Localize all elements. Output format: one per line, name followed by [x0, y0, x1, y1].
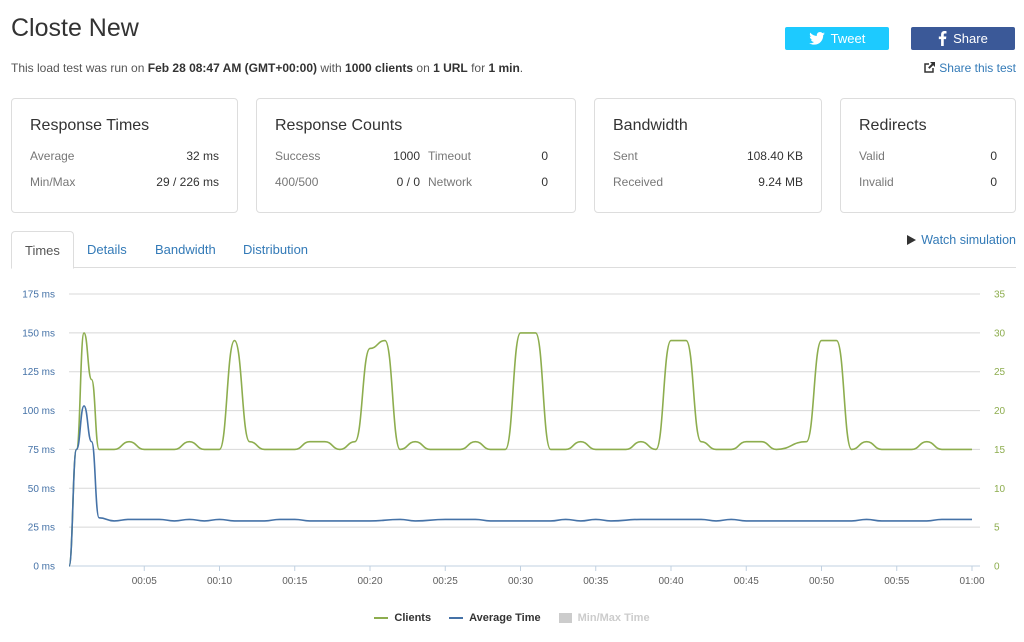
response-times-card: Response Times Average 32 ms Min/Max 29 …: [11, 98, 238, 213]
redirects-title: Redirects: [859, 117, 927, 134]
legend-average-label: Average Time: [469, 612, 541, 624]
x-tick-label: 00:35: [583, 576, 608, 587]
x-tick-label: 00:15: [282, 576, 307, 587]
average-time-series-line: [68, 405, 972, 567]
average-value: 32 ms: [186, 149, 219, 163]
y-right-tick-label: 10: [994, 484, 1006, 495]
page-title: Closte New: [11, 14, 139, 42]
chart-legend: Clients Average Time Min/Max Time: [0, 612, 1024, 624]
tab-bandwidth[interactable]: Bandwidth: [155, 242, 216, 257]
average-label: Average: [30, 149, 75, 163]
received-label: Received: [613, 175, 664, 189]
y-left-tick-label: 100 ms: [22, 406, 55, 417]
x-tick-label: 00:50: [809, 576, 834, 587]
sent-value: 108.40 KB: [746, 149, 803, 163]
bandwidth-title: Bandwidth: [613, 117, 688, 134]
tweet-button[interactable]: Tweet: [785, 27, 889, 50]
tab-distribution[interactable]: Distribution: [243, 242, 309, 257]
invalid-label: Invalid: [859, 175, 894, 189]
bandwidth-card: Bandwidth Sent 108.40 KB Received 9.24 M…: [594, 98, 822, 213]
facebook-icon: [938, 31, 947, 46]
x-tick-label: 00:45: [734, 576, 759, 587]
timeout-label: Timeout: [428, 149, 471, 163]
summary-date: Feb 28 08:47 AM (GMT+00:00): [147, 61, 318, 75]
x-tick-label: 00:55: [884, 576, 909, 587]
summary-mid3: for: [467, 61, 489, 75]
x-tick-label: 00:20: [357, 576, 382, 587]
share-this-test-link[interactable]: Share this test: [923, 61, 1016, 75]
response-times-chart: 0 ms 0 25 ms 5 50 ms 10 75 ms 15 100 ms 20 125 ms 2…: [22, 290, 1006, 588]
response-counts-title: Response Counts: [275, 117, 403, 134]
test-summary: This load test was run on Feb 28 08:47 A…: [11, 61, 523, 75]
legend-minmax-swatch: [558, 613, 572, 623]
timeout-value: 0: [541, 149, 548, 163]
tab-times[interactable]: Times: [11, 231, 74, 269]
x-tick-label: 00:05: [132, 576, 157, 587]
error-label: 400/500: [275, 175, 319, 189]
y-left-tick-label: 0 ms: [33, 562, 55, 573]
summary-urls: 1 URL: [433, 61, 468, 75]
share-this-test-label: Share this test: [939, 61, 1016, 75]
watch-simulation-label: Watch simulation: [921, 233, 1016, 247]
y-right-tick-label: 25: [994, 367, 1006, 378]
summary-clients: 1000 clients: [345, 61, 414, 75]
minmax-value: 29 / 226 ms: [156, 175, 219, 189]
play-icon: [907, 235, 917, 245]
valid-label: Valid: [859, 149, 885, 163]
received-value: 9.24 MB: [758, 175, 803, 189]
redirects-card: Redirects Valid 0 Invalid 0: [840, 98, 1016, 213]
y-left-tick-label: 25 ms: [28, 523, 55, 534]
summary-mid1: with: [317, 61, 346, 75]
error-value: 0 / 0: [396, 175, 420, 189]
external-share-icon: [924, 62, 936, 73]
y-left-tick-label: 125 ms: [22, 367, 55, 378]
share-label: Share: [953, 31, 988, 46]
y-left-tick-label: 75 ms: [28, 445, 55, 456]
success-value: 1000: [393, 149, 420, 163]
y-right-tick-label: 20: [994, 406, 1006, 417]
y-right-tick-label: 0: [994, 562, 1000, 573]
y-left-tick-label: 150 ms: [22, 328, 55, 339]
legend-minmax-time[interactable]: Min/Max Time: [558, 612, 650, 624]
response-counts-card: Response Counts Success 1000 Timeout 0 4…: [256, 98, 576, 213]
y-right-tick-label: 30: [994, 328, 1006, 339]
clients-series-line: [68, 332, 972, 567]
y-right-tick-label: 15: [994, 445, 1006, 456]
y-left-tick-label: 50 ms: [28, 484, 55, 495]
x-tick-label: 00:25: [433, 576, 458, 587]
tab-details[interactable]: Details: [87, 242, 127, 257]
summary-mid2: on: [413, 61, 434, 75]
network-value: 0: [541, 175, 548, 189]
watch-simulation-link[interactable]: Watch simulation: [907, 233, 1016, 247]
legend-minmax-label: Min/Max Time: [577, 612, 650, 624]
success-label: Success: [275, 149, 321, 163]
twitter-bird-icon: [808, 32, 825, 45]
response-times-title: Response Times: [30, 117, 150, 134]
legend-clients[interactable]: Clients: [374, 612, 431, 624]
sent-label: Sent: [613, 149, 638, 163]
legend-average-swatch: [449, 617, 464, 619]
summary-suffix: .: [519, 61, 524, 75]
summary-duration: 1 min: [488, 61, 520, 75]
y-right-tick-label: 5: [994, 523, 1000, 534]
y-left-tick-label: 175 ms: [22, 290, 55, 301]
minmax-label: Min/Max: [30, 175, 76, 189]
network-label: Network: [428, 175, 473, 189]
x-tick-label: 01:00: [959, 576, 984, 587]
y-right-tick-label: 35: [994, 290, 1006, 301]
x-tick-label: 00:10: [207, 576, 232, 587]
x-tick-label: 00:30: [508, 576, 533, 587]
legend-clients-swatch: [374, 617, 389, 619]
x-tick-label: 00:40: [658, 576, 683, 587]
summary-prefix: This load test was run on: [11, 61, 148, 75]
chart-tabs: Times Details Bandwidth Distribution: [11, 231, 1016, 269]
legend-average-time[interactable]: Average Time: [449, 612, 541, 624]
facebook-share-button[interactable]: Share: [911, 27, 1015, 50]
legend-clients-label: Clients: [394, 612, 432, 624]
valid-value: 0: [990, 149, 997, 163]
invalid-value: 0: [990, 175, 997, 189]
tweet-label: Tweet: [830, 31, 866, 46]
